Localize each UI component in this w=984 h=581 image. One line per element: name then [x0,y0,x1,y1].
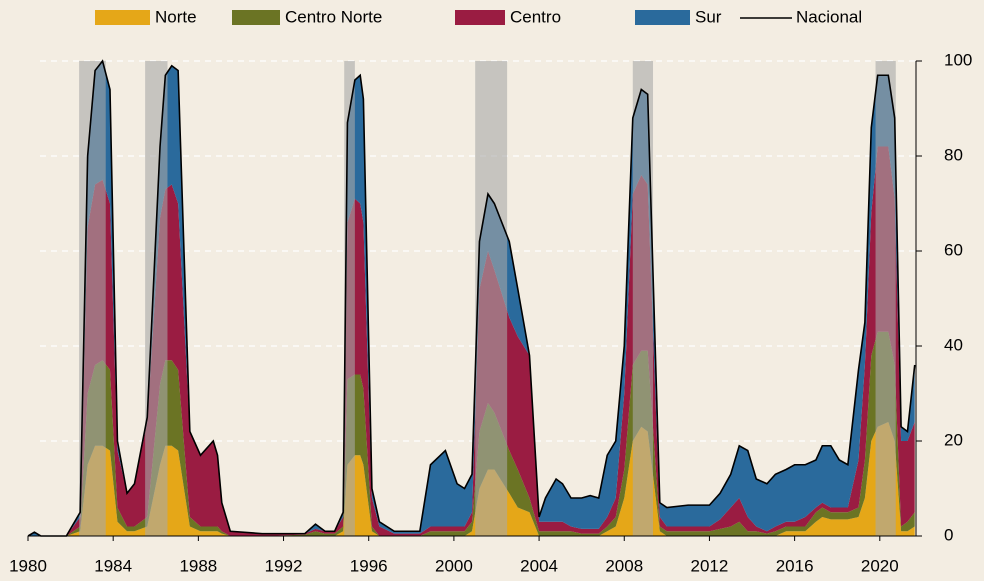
shaded-period [145,61,168,536]
y-tick-label: 0 [944,525,953,544]
legend-label: Centro Norte [285,7,382,26]
y-tick-label: 40 [944,335,963,354]
x-tick-label: 1992 [265,556,303,575]
x-tick-label: 2000 [435,556,473,575]
x-tick-label: 2008 [605,556,643,575]
legend-swatch [95,10,150,25]
x-tick-label: 2004 [520,556,558,575]
y-tick-label: 80 [944,145,963,164]
line [27,59,916,537]
legend-label: Sur [695,7,722,26]
x-tick-label: 1984 [94,556,132,575]
legend-swatch [455,10,505,25]
area [28,61,915,536]
y-tick-label: 100 [944,50,972,69]
y-tick-label: 60 [944,240,963,259]
shaded-period [475,61,508,536]
legend-label: Centro [510,7,561,26]
x-tick-label: 1980 [9,556,47,575]
legend-swatch [232,10,280,25]
legend-label: Norte [155,7,197,26]
x-tick-label: 1996 [350,556,388,575]
x-tick-label: 1988 [179,556,217,575]
area [28,422,915,536]
shaded-period [79,61,106,536]
x-tick-label: 2012 [691,556,729,575]
y-tick-label: 20 [944,430,963,449]
shaded-period [875,61,896,536]
shaded-period [344,61,355,536]
legend-swatch [635,10,690,25]
legend-label: Nacional [796,7,862,26]
x-tick-label: 2020 [861,556,899,575]
shaded-period [632,61,654,536]
x-tick-label: 2016 [776,556,814,575]
area [28,331,915,536]
